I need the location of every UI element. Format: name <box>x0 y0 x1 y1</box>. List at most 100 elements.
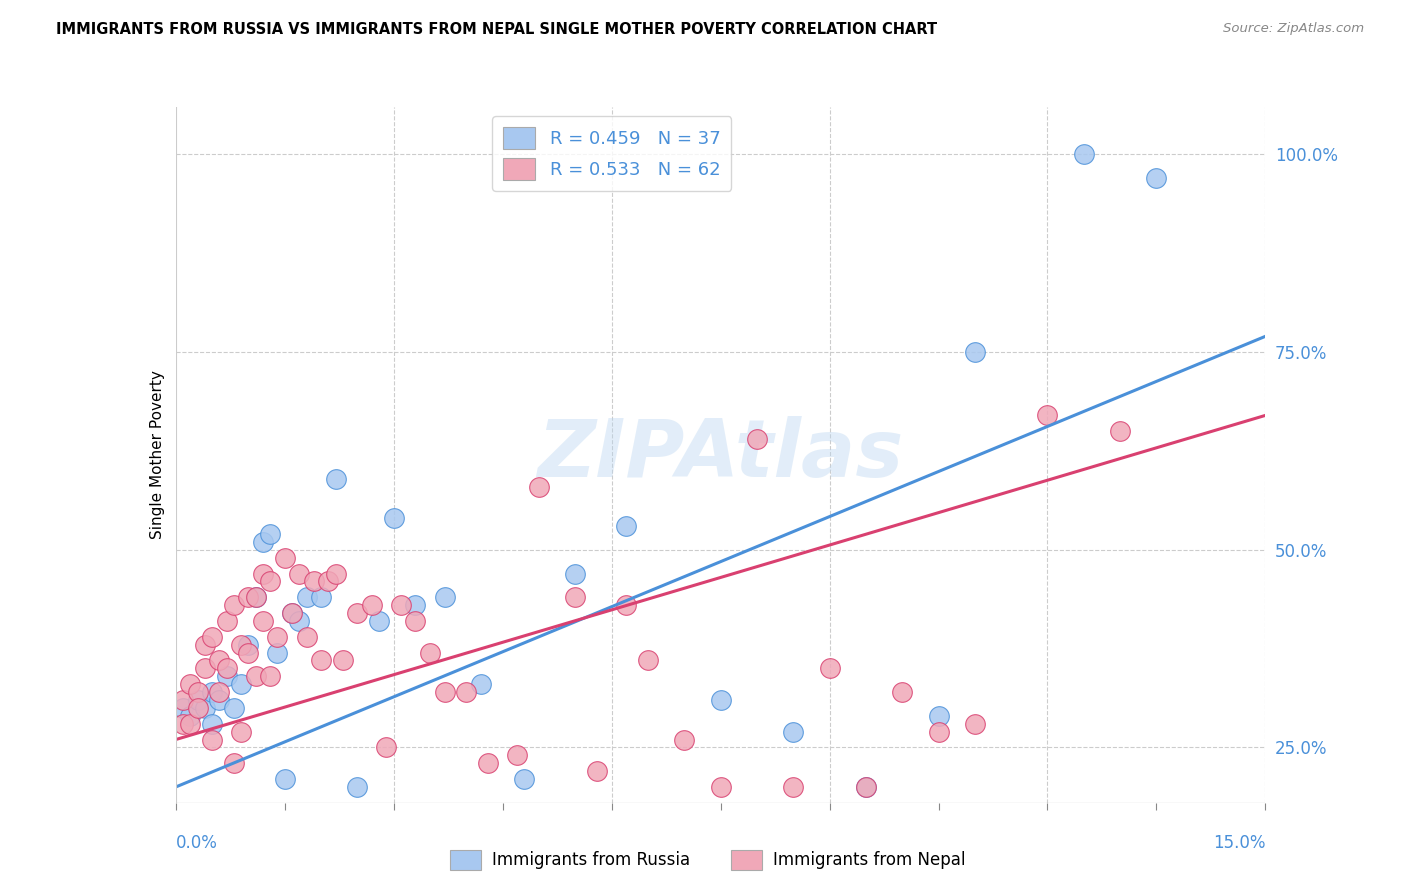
Point <box>637 653 659 667</box>
Point <box>231 724 253 739</box>
Point <box>928 708 950 723</box>
Point <box>274 772 297 786</box>
Point <box>259 527 281 541</box>
Point <box>1036 409 1059 423</box>
Point <box>673 732 696 747</box>
Point <box>506 748 529 763</box>
Point <box>614 519 637 533</box>
Point <box>855 780 877 794</box>
Point <box>201 685 224 699</box>
Point <box>252 566 274 581</box>
Point <box>201 716 224 731</box>
Point <box>238 638 260 652</box>
Point <box>433 685 456 699</box>
Point <box>172 701 194 715</box>
Point <box>281 606 304 620</box>
Point <box>586 764 609 779</box>
Text: IMMIGRANTS FROM RUSSIA VS IMMIGRANTS FROM NEPAL SINGLE MOTHER POVERTY CORRELATIO: IMMIGRANTS FROM RUSSIA VS IMMIGRANTS FRO… <box>56 22 938 37</box>
Text: 15.0%: 15.0% <box>1213 834 1265 852</box>
Point <box>527 479 550 493</box>
Point <box>179 716 201 731</box>
Point <box>194 661 217 675</box>
Point <box>855 780 877 794</box>
Point <box>360 598 382 612</box>
Point <box>309 653 332 667</box>
Y-axis label: Single Mother Poverty: Single Mother Poverty <box>149 370 165 540</box>
Point <box>274 550 297 565</box>
Point <box>179 708 201 723</box>
Point <box>1146 171 1168 186</box>
Point <box>231 677 253 691</box>
Point <box>745 432 768 446</box>
Point <box>405 614 427 628</box>
Point <box>259 574 281 589</box>
Point <box>186 685 209 699</box>
Point <box>382 511 405 525</box>
Text: ZIPAtlas: ZIPAtlas <box>537 416 904 494</box>
Point <box>222 756 245 771</box>
Point <box>346 780 368 794</box>
Point <box>564 566 586 581</box>
Point <box>245 669 267 683</box>
Point <box>295 591 318 605</box>
Point <box>963 716 986 731</box>
Point <box>332 653 354 667</box>
Point <box>477 756 499 771</box>
Point <box>1073 147 1095 161</box>
Point <box>1109 424 1132 438</box>
Point <box>963 345 986 359</box>
Point <box>513 772 536 786</box>
Point <box>288 614 311 628</box>
Point <box>215 669 238 683</box>
Point <box>346 606 368 620</box>
Point <box>302 574 325 589</box>
Point <box>288 566 311 581</box>
Point <box>231 638 253 652</box>
Point <box>201 630 224 644</box>
Point <box>208 653 231 667</box>
Point <box>710 693 733 707</box>
Text: 0.0%: 0.0% <box>176 834 218 852</box>
Point <box>259 669 281 683</box>
Point <box>309 591 332 605</box>
Point <box>266 646 288 660</box>
Point <box>215 614 238 628</box>
Point <box>375 740 398 755</box>
Point <box>252 614 274 628</box>
Point <box>201 732 224 747</box>
Text: Immigrants from Russia: Immigrants from Russia <box>492 851 690 869</box>
Point <box>266 630 288 644</box>
Point <box>208 693 231 707</box>
Point <box>186 693 209 707</box>
Point <box>238 591 260 605</box>
Point <box>194 701 217 715</box>
Point <box>295 630 318 644</box>
Point <box>245 591 267 605</box>
Point <box>215 661 238 675</box>
Point <box>368 614 391 628</box>
Point <box>222 701 245 715</box>
Point <box>245 591 267 605</box>
Text: Source: ZipAtlas.com: Source: ZipAtlas.com <box>1223 22 1364 36</box>
Point <box>782 780 804 794</box>
Point <box>564 591 586 605</box>
Text: Immigrants from Nepal: Immigrants from Nepal <box>773 851 966 869</box>
Point <box>222 598 245 612</box>
Point <box>318 574 340 589</box>
Point <box>325 472 347 486</box>
Point <box>710 780 733 794</box>
Point <box>325 566 347 581</box>
Point <box>194 638 217 652</box>
Point <box>614 598 637 612</box>
Point <box>172 693 194 707</box>
Point <box>782 724 804 739</box>
Point <box>238 646 260 660</box>
Point <box>433 591 456 605</box>
Point <box>179 677 201 691</box>
Point <box>470 677 492 691</box>
Point <box>405 598 427 612</box>
Point <box>389 598 412 612</box>
Point <box>252 534 274 549</box>
Point <box>419 646 441 660</box>
Point <box>281 606 304 620</box>
